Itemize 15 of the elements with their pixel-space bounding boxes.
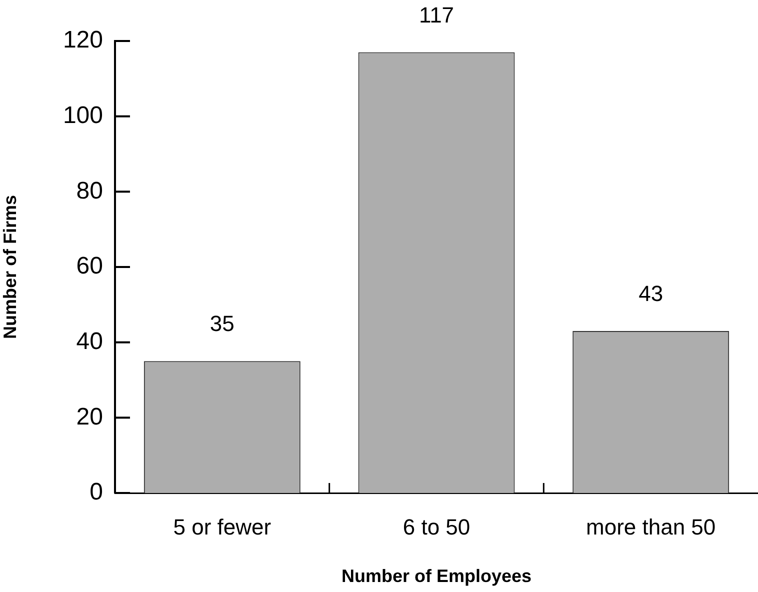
data-label: 43	[638, 281, 664, 306]
data-label: 35	[210, 311, 234, 336]
y-tick-label: 20	[76, 403, 103, 430]
x-tick-label: 5 or fewer	[173, 514, 272, 540]
x-axis-title: Number of Employees	[341, 566, 532, 586]
data-label: 117	[418, 2, 454, 28]
y-tick-label: 100	[62, 102, 103, 129]
y-tick-label: 60	[76, 252, 103, 280]
y-axis-title: Number of Firms	[0, 194, 20, 340]
y-tick-label: 120	[62, 26, 103, 54]
x-tick-label: 6 to 50	[402, 514, 470, 540]
x-tick-label: more than 50	[586, 514, 716, 540]
y-tick-label: 80	[76, 177, 103, 204]
y-tick-label: 0	[90, 478, 103, 506]
y-tick-label: 40	[76, 328, 103, 355]
